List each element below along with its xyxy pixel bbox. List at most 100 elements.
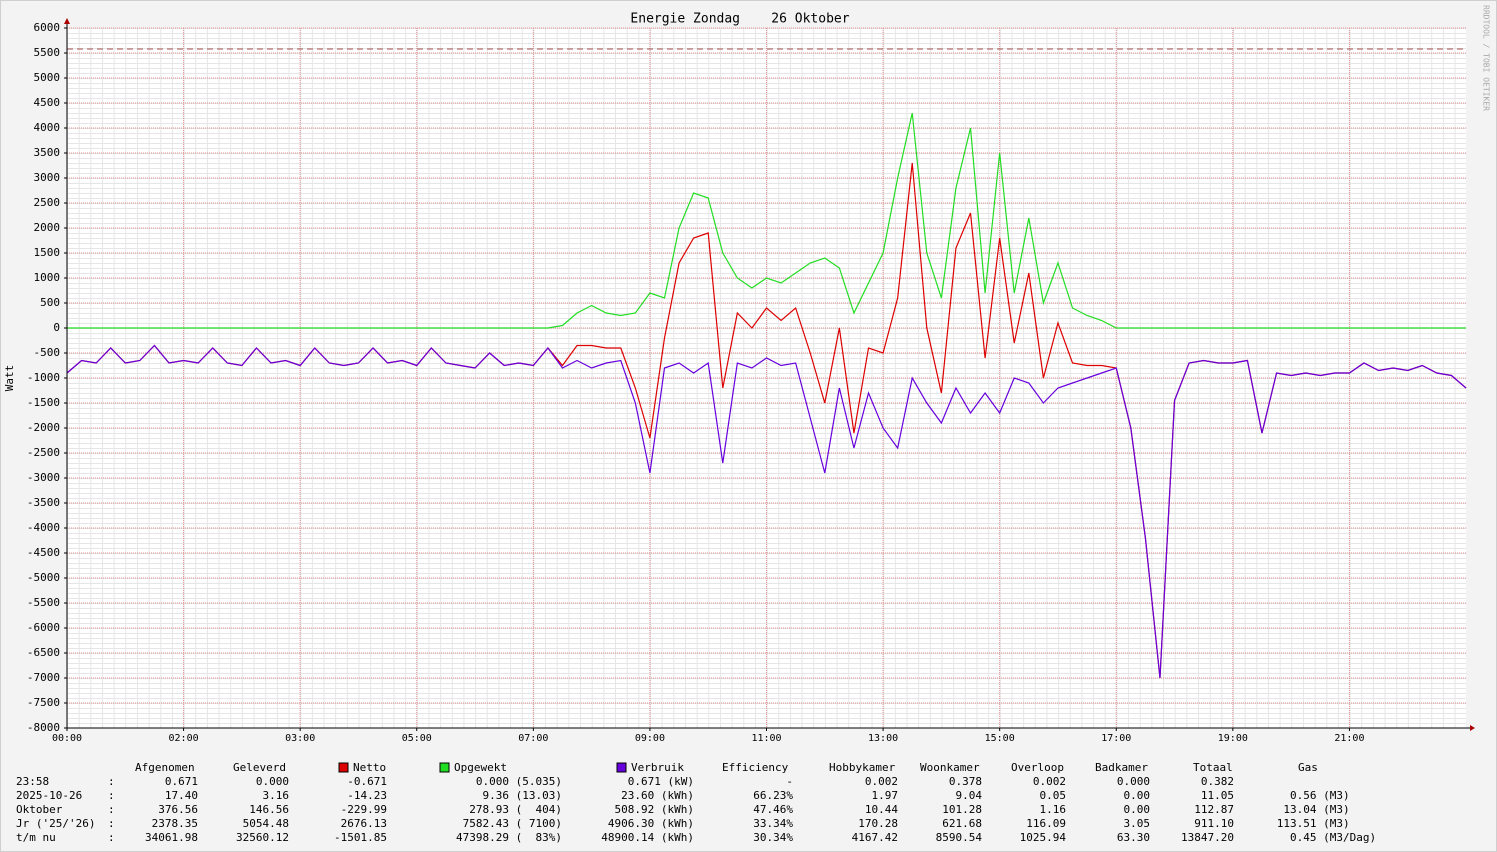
y-tick-label: -1000 bbox=[27, 371, 60, 384]
table-cell: 47.46% bbox=[753, 803, 793, 816]
table-cell: 0.671 (kW) bbox=[628, 775, 694, 788]
row-label: Oktober bbox=[16, 803, 63, 816]
y-tick-label: 4500 bbox=[34, 96, 61, 109]
x-tick-label: 13:00 bbox=[868, 733, 898, 744]
x-tick-label: 02:00 bbox=[169, 733, 199, 744]
y-tick-label: -3500 bbox=[27, 496, 60, 509]
table-cell: 0.002 bbox=[865, 775, 898, 788]
column-header: Totaal bbox=[1193, 761, 1233, 774]
table-cell: 66.23% bbox=[753, 789, 793, 802]
x-tick-label: 09:00 bbox=[635, 733, 665, 744]
row-separator: : bbox=[108, 775, 115, 788]
table-cell: 13847.20 bbox=[1181, 831, 1234, 844]
y-tick-label: 2500 bbox=[34, 196, 61, 209]
x-tick-label: 11:00 bbox=[751, 733, 781, 744]
table-cell: 47398.29 ( 83%) bbox=[456, 831, 562, 844]
y-tick-label: 5000 bbox=[34, 71, 61, 84]
table-cell: 1.16 bbox=[1040, 803, 1067, 816]
y-tick-label: -7000 bbox=[27, 671, 60, 684]
table-cell: 0.45 (M3/Dag) bbox=[1290, 831, 1376, 844]
y-tick-label: 500 bbox=[40, 296, 60, 309]
y-tick-label: -4500 bbox=[27, 546, 60, 559]
table-cell: 0.382 bbox=[1201, 775, 1234, 788]
row-label: Jr ('25/'26) bbox=[16, 817, 95, 830]
y-axis-label: Watt bbox=[3, 365, 16, 392]
y-tick-label: 3500 bbox=[34, 146, 61, 159]
table-cell: 376.56 bbox=[158, 803, 198, 816]
table-cell: 8590.54 bbox=[936, 831, 983, 844]
table-cell: - bbox=[786, 775, 793, 788]
column-header: Gas bbox=[1298, 761, 1318, 774]
table-cell: -229.99 bbox=[341, 803, 387, 816]
table-cell: 32560.12 bbox=[236, 831, 289, 844]
table-cell: 146.56 bbox=[249, 803, 289, 816]
table-cell: 0.671 bbox=[165, 775, 198, 788]
x-tick-label: 00:00 bbox=[52, 733, 82, 744]
y-tick-label: -2000 bbox=[27, 421, 60, 434]
table-cell: 4906.30 (kWh) bbox=[608, 817, 694, 830]
row-separator: : bbox=[108, 789, 115, 802]
column-header: Hobbykamer bbox=[829, 761, 896, 774]
y-tick-label: -3000 bbox=[27, 471, 60, 484]
y-tick-label: -4000 bbox=[27, 521, 60, 534]
x-tick-label: 19:00 bbox=[1218, 733, 1248, 744]
table-cell: -14.23 bbox=[347, 789, 387, 802]
table-cell: 911.10 bbox=[1194, 817, 1234, 830]
column-header: Afgenomen bbox=[135, 761, 195, 774]
y-tick-label: 4000 bbox=[34, 121, 61, 134]
x-tick-label: 05:00 bbox=[402, 733, 432, 744]
column-header: Badkamer bbox=[1095, 761, 1148, 774]
table-cell: 0.00 bbox=[1124, 803, 1151, 816]
legend-label: Verbruik bbox=[631, 761, 684, 774]
table-cell: 0.000 (5.035) bbox=[476, 775, 562, 788]
y-tick-label: -500 bbox=[34, 346, 61, 359]
y-tick-label: -8000 bbox=[27, 721, 60, 734]
y-tick-label: 1000 bbox=[34, 271, 61, 284]
column-header: Overloop bbox=[1011, 761, 1064, 774]
table-cell: 4167.42 bbox=[852, 831, 898, 844]
y-tick-label: -7500 bbox=[27, 696, 60, 709]
table-cell: 278.93 ( 404) bbox=[469, 803, 562, 816]
column-header: Geleverd bbox=[233, 761, 286, 774]
legend-swatch bbox=[616, 762, 627, 773]
table-cell: 0.56 (M3) bbox=[1290, 789, 1350, 802]
y-tick-label: 3000 bbox=[34, 171, 61, 184]
y-tick-label: 1500 bbox=[34, 246, 61, 259]
x-tick-label: 03:00 bbox=[285, 733, 315, 744]
y-tick-label: -5500 bbox=[27, 596, 60, 609]
table-cell: 17.40 bbox=[165, 789, 198, 802]
x-tick-label: 07:00 bbox=[518, 733, 548, 744]
row-separator: : bbox=[108, 817, 115, 830]
table-cell: 112.87 bbox=[1194, 803, 1234, 816]
table-cell: 1025.94 bbox=[1020, 831, 1067, 844]
table-cell: 0.00 bbox=[1124, 789, 1151, 802]
table-cell: 0.000 bbox=[256, 775, 289, 788]
table-cell: 0.002 bbox=[1033, 775, 1066, 788]
row-separator: : bbox=[108, 803, 115, 816]
legend-swatch bbox=[439, 762, 450, 773]
row-separator: : bbox=[108, 831, 115, 844]
row-label: 2025-10-26 bbox=[16, 789, 82, 802]
table-cell: 116.09 bbox=[1026, 817, 1066, 830]
table-cell: 34061.98 bbox=[145, 831, 198, 844]
table-cell: 2676.13 bbox=[341, 817, 387, 830]
table-cell: 0.378 bbox=[949, 775, 982, 788]
table-cell: 48900.14 (kWh) bbox=[601, 831, 694, 844]
table-cell: 9.36 (13.03) bbox=[483, 789, 562, 802]
column-header: Woonkamer bbox=[920, 761, 980, 774]
x-tick-label: 15:00 bbox=[985, 733, 1015, 744]
column-header: Efficiency bbox=[722, 761, 789, 774]
table-cell: 2378.35 bbox=[152, 817, 198, 830]
row-label: 23:58 bbox=[16, 775, 49, 788]
table-cell: 0.05 bbox=[1040, 789, 1067, 802]
y-tick-label: 6000 bbox=[34, 21, 61, 34]
table-cell: 3.05 bbox=[1124, 817, 1151, 830]
y-tick-label: -1500 bbox=[27, 396, 60, 409]
legend-label: Opgewekt bbox=[454, 761, 507, 774]
table-cell: 9.04 bbox=[956, 789, 983, 802]
table-cell: 13.04 (M3) bbox=[1283, 803, 1349, 816]
y-tick-label: 2000 bbox=[34, 221, 61, 234]
table-cell: 10.44 bbox=[865, 803, 898, 816]
